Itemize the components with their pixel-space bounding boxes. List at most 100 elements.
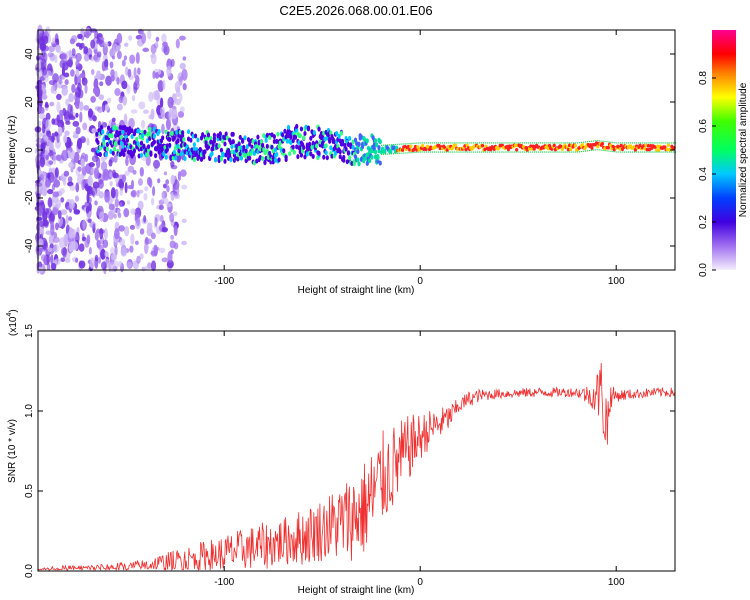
band-cell [204,140,208,146]
band-cell [193,133,198,139]
band-cell [606,145,610,150]
noise-blob [64,79,69,86]
noise-blob [58,75,62,85]
noise-blob [150,53,156,59]
band-cell [139,140,144,146]
band-cell [424,147,428,152]
band-cell [164,154,168,160]
band-edge [382,153,385,155]
band-edge [565,142,567,144]
noise-blob [119,238,126,246]
band-cell [105,146,109,152]
band-cell [148,126,152,132]
noise-blob [60,247,68,256]
noise-blob [174,81,181,93]
band-edge [388,144,391,146]
noise-blob [150,197,155,206]
band-edge [439,151,441,153]
noise-blob [83,46,89,54]
noise-blob [92,181,100,189]
band-edge [496,142,498,144]
band-edge [522,151,524,153]
snr-ylabel: SNR (10 * v/v) [7,419,18,483]
band-cell [298,144,302,150]
band-edge [390,144,392,146]
band-cell [337,133,341,139]
band-edge [471,142,473,144]
noise-blob [102,169,106,182]
band-edge [661,142,663,144]
band-cell [125,126,129,132]
band-edge [500,151,502,153]
band-edge [639,142,641,144]
band-edge [559,151,561,153]
noise-blob [79,73,86,79]
band-edge [494,151,496,153]
band-cell [657,148,661,152]
band-edge [482,151,485,153]
band-edge [537,142,539,144]
band-edge [418,142,420,144]
noise-blob [130,208,136,215]
band-cell [219,147,224,153]
band-cell [218,131,222,137]
band-edge [518,142,520,144]
band-edge [504,142,506,144]
band-cell [366,145,371,151]
noise-blob [74,195,79,202]
noise-blob [157,80,164,92]
band-cell [108,133,112,139]
noise-blob [89,257,95,269]
noise-blob [55,44,61,53]
noise-blob [120,247,128,257]
band-edge [582,150,585,152]
noise-blob [92,86,99,95]
snr-scale-base: (x10 [8,316,19,336]
band-cell [338,149,342,155]
noise-blob [75,126,81,135]
y-tick-label: -40 [24,238,35,253]
noise-blob [143,244,150,251]
band-cell [192,157,197,163]
band-edge [637,142,639,144]
noise-blob [111,117,116,123]
band-edge [526,151,528,153]
band-edge [567,151,569,153]
band-cell [276,131,280,137]
noise-blob [79,101,84,112]
colorbar-label: Normalized spectral amplitude [738,82,749,217]
band-cell [270,144,274,150]
band-cell [351,144,355,150]
band-edge [594,149,596,151]
band-cell [161,135,165,141]
band-edge [604,150,606,152]
band-cell [333,150,338,156]
band-edge [384,153,387,155]
band-edge [504,151,506,153]
band-cell [104,135,108,141]
noise-blob [108,159,113,167]
band-cell [239,155,244,161]
band-edge [471,151,473,153]
noise-blob [155,36,160,42]
band-edge [500,142,502,144]
noise-blob [38,220,45,227]
colorbar: 0.0 0.2 0.4 0.6 0.8 Normalized spectral ampl… [698,30,749,277]
band-edge [584,141,587,143]
band-edge [665,142,667,144]
noise-blob [35,182,43,187]
band-cell [618,147,622,151]
noise-blob [135,34,143,40]
noise-blob [96,70,101,80]
band-edge [402,152,404,154]
band-edge [492,142,494,144]
band-cell [130,134,134,140]
band-cell [416,145,420,149]
noise-blob [48,160,54,165]
band-cell [139,152,144,158]
noise-blob [102,66,109,71]
noise-blob [45,119,51,131]
noise-blob [113,154,118,163]
band-cell [445,148,449,152]
noise-blob [129,245,134,253]
